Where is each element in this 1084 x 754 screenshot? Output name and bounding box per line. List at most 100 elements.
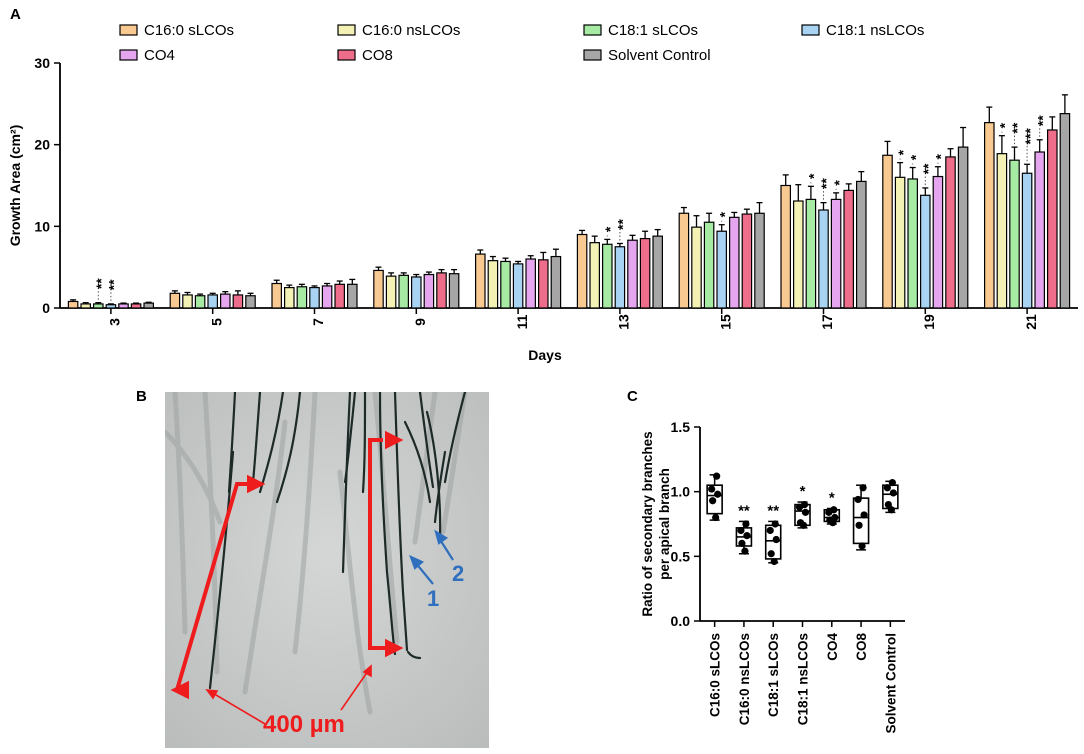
data-point [772, 535, 780, 544]
y-tick-label: 0.0 [671, 613, 691, 629]
y-tick-label: 0.5 [671, 548, 691, 564]
bar [537, 259, 549, 309]
bar [105, 304, 117, 309]
bar [652, 235, 663, 309]
bar [385, 275, 397, 309]
bar [678, 212, 690, 309]
bar [436, 272, 447, 309]
bar [284, 286, 295, 309]
significance-stars: ** [1009, 122, 1025, 133]
bar [80, 303, 91, 309]
scale-brackets [170, 430, 404, 700]
bar [919, 194, 931, 309]
growth-area-bar-chart: C16:0 sLCOs C16:0 nsLCOs C18:1 sLCOs C18:1 … [7, 22, 1078, 363]
bar [576, 233, 588, 309]
y-axis-title-line1: Ratio of secondary branches [640, 431, 655, 616]
bar [321, 285, 333, 309]
bar [182, 294, 193, 309]
bar [855, 180, 867, 309]
legend-label: CO4 [144, 47, 175, 64]
significance-stars: * [933, 153, 949, 159]
y-tick-label: 30 [34, 55, 50, 71]
significance-stars: * [895, 149, 911, 155]
data-point [825, 508, 833, 516]
bar [448, 273, 460, 309]
legend-label: C18:1 nsLCOs [826, 22, 924, 39]
bar [639, 237, 651, 309]
significance-stars: * [831, 180, 847, 186]
x-tick-label: 15 [717, 314, 733, 330]
bar [500, 260, 511, 309]
branch-label-2: 2 [452, 561, 464, 586]
bar [957, 146, 969, 309]
significance-stars: ** [1034, 115, 1050, 126]
bar [1046, 129, 1058, 309]
data-point [743, 532, 751, 540]
data-point [713, 472, 721, 480]
box [852, 497, 870, 545]
scale-bar-label: 400 µm [263, 711, 345, 738]
bar [92, 303, 104, 309]
data-point [770, 557, 778, 566]
x-tick-label: C16:0 sLCOs [708, 633, 723, 717]
bar [207, 294, 218, 309]
bar [512, 263, 524, 309]
x-tick-label: CO4 [825, 633, 840, 661]
x-tick-label: 17 [819, 314, 835, 330]
legend-label: C16:0 nsLCOs [362, 22, 460, 39]
data-point [767, 550, 775, 558]
data-point [829, 519, 837, 527]
significance-stars: ** [615, 218, 631, 229]
significance-stars: * [997, 122, 1013, 128]
data-point [742, 520, 750, 528]
bar [754, 212, 765, 309]
x-tick-label: 7 [310, 318, 326, 326]
branch-label-1: 1 [427, 586, 439, 611]
data-point [709, 497, 717, 505]
x-tick-label: 5 [208, 318, 224, 326]
bar [601, 243, 613, 309]
significance-stars: *** [1022, 128, 1038, 145]
y-axis-title-line2: per apical branch [657, 468, 672, 580]
data-point [741, 547, 749, 555]
significance-stars: * [806, 173, 822, 179]
bar [550, 255, 562, 309]
bar [194, 295, 206, 309]
legend-label: Solvent Control [608, 47, 711, 64]
legend-label: CO8 [362, 47, 393, 64]
data-point [801, 508, 810, 516]
legend-swatch [119, 49, 138, 61]
significance-stars: ** [818, 178, 834, 189]
legend-swatch [583, 24, 602, 36]
bar [843, 189, 854, 309]
data-point [737, 526, 745, 535]
bar [728, 216, 740, 309]
bar [245, 295, 256, 309]
bar [296, 286, 308, 309]
bar [932, 175, 944, 309]
data-point [766, 526, 774, 535]
micrograph-canvas: 400 µm 1 2 [165, 392, 489, 748]
bar [792, 200, 804, 309]
bar [1059, 113, 1071, 309]
y-tick-label: 20 [34, 137, 50, 153]
x-tick-label: 21 [1023, 314, 1039, 330]
bar [373, 269, 384, 309]
bar [805, 198, 817, 309]
x-tick-label: 13 [616, 314, 632, 330]
data-point [858, 542, 866, 550]
bar [741, 213, 753, 309]
x-tick-label: CO8 [854, 633, 869, 661]
x-tick-label: C18:1 nsLCOs [796, 633, 811, 725]
bar [830, 198, 842, 309]
bar [780, 184, 791, 309]
data-point [714, 490, 722, 498]
data-point [799, 521, 808, 529]
data-point [889, 489, 897, 497]
data-point [854, 495, 862, 504]
data-point [883, 484, 891, 492]
panel-c-label: C [627, 388, 638, 405]
bar [703, 221, 715, 309]
significance-stars: * [800, 483, 806, 500]
bar [818, 209, 829, 309]
